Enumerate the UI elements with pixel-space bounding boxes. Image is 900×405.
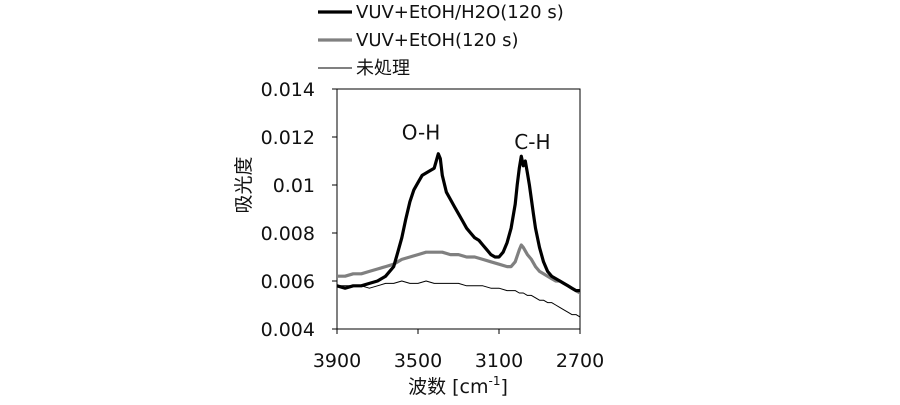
x-tick-label: 3500 — [394, 350, 442, 372]
x-axis-ticks: 3900 3500 3100 2700 — [313, 329, 604, 372]
legend-label-2: 未処理 — [356, 58, 410, 79]
annotations: O-H C-H — [402, 120, 551, 154]
series-layer — [337, 152, 580, 318]
y-tick-label: 0.01 — [273, 175, 315, 197]
y-tick-label: 0.006 — [261, 271, 315, 293]
plot-area — [336, 88, 581, 330]
y-axis-ticks: 0.004 0.006 0.008 0.01 0.012 0.014 — [261, 79, 337, 341]
x-axis-title-main: 波数 [cm — [408, 376, 488, 398]
series-line-0 — [337, 152, 580, 293]
y-tick-label: 0.008 — [261, 223, 315, 245]
x-axis-title-close: ] — [500, 376, 507, 398]
y-tick-label: 0.004 — [261, 319, 315, 341]
x-tick-label: 2700 — [556, 350, 604, 372]
x-tick-label: 3100 — [475, 350, 523, 372]
y-tick-label: 0.012 — [261, 127, 315, 149]
y-axis-title: 吸光度 — [233, 156, 255, 213]
x-tick-label: 3900 — [313, 350, 361, 372]
annotation-1: C-H — [514, 130, 550, 154]
legend-label-1: VUV+EtOH(120 s) — [356, 30, 519, 51]
annotation-0: O-H — [402, 120, 441, 144]
x-axis-title: 波数 [cm-1] — [408, 374, 508, 398]
series-line-1 — [337, 243, 580, 295]
legend: VUV+EtOH/H2O(120 s) VUV+EtOH(120 s) 未処理 — [318, 2, 564, 79]
legend-label-0: VUV+EtOH/H2O(120 s) — [356, 2, 564, 23]
x-axis-title-sup: -1 — [489, 374, 501, 388]
series-line-2 — [337, 280, 580, 318]
y-tick-label: 0.014 — [261, 79, 315, 101]
